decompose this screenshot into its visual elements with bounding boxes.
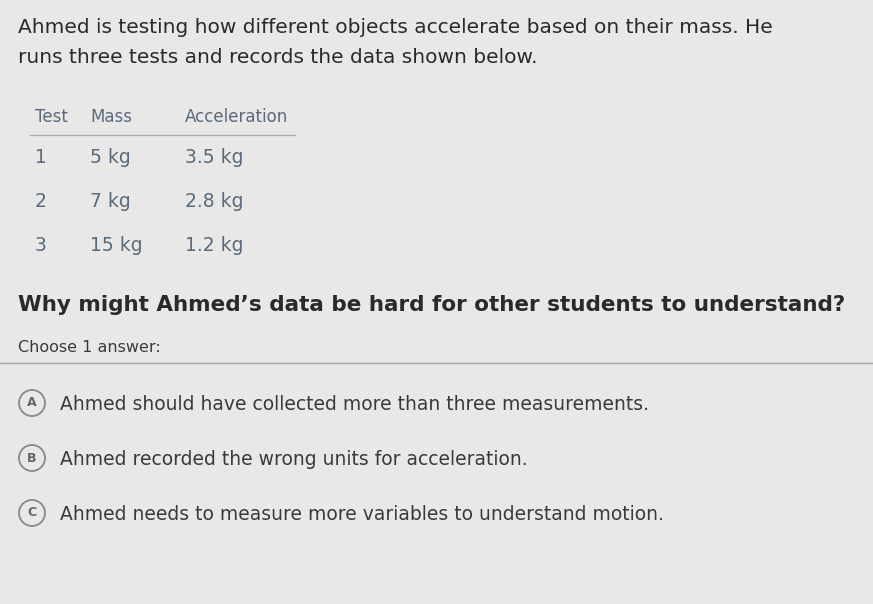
Text: Ahmed should have collected more than three measurements.: Ahmed should have collected more than th… bbox=[60, 395, 649, 414]
Text: A: A bbox=[27, 396, 37, 410]
Text: Test: Test bbox=[35, 108, 68, 126]
Text: 1.2 kg: 1.2 kg bbox=[185, 236, 244, 255]
Text: Acceleration: Acceleration bbox=[185, 108, 288, 126]
Text: Ahmed recorded the wrong units for acceleration.: Ahmed recorded the wrong units for accel… bbox=[60, 450, 527, 469]
Text: Ahmed is testing how different objects accelerate based on their mass. He: Ahmed is testing how different objects a… bbox=[18, 18, 773, 37]
Text: C: C bbox=[27, 507, 37, 519]
Text: 1: 1 bbox=[35, 148, 47, 167]
Text: 7 kg: 7 kg bbox=[90, 192, 131, 211]
Text: Ahmed needs to measure more variables to understand motion.: Ahmed needs to measure more variables to… bbox=[60, 505, 663, 524]
Text: Mass: Mass bbox=[90, 108, 132, 126]
Text: Choose 1 answer:: Choose 1 answer: bbox=[18, 340, 161, 355]
Text: 3: 3 bbox=[35, 236, 47, 255]
Text: 15 kg: 15 kg bbox=[90, 236, 142, 255]
Text: 5 kg: 5 kg bbox=[90, 148, 131, 167]
Text: runs three tests and records the data shown below.: runs three tests and records the data sh… bbox=[18, 48, 538, 67]
Text: B: B bbox=[27, 452, 37, 464]
Text: Why might Ahmed’s data be hard for other students to understand?: Why might Ahmed’s data be hard for other… bbox=[18, 295, 845, 315]
Text: 3.5 kg: 3.5 kg bbox=[185, 148, 244, 167]
Text: 2.8 kg: 2.8 kg bbox=[185, 192, 244, 211]
Text: 2: 2 bbox=[35, 192, 47, 211]
